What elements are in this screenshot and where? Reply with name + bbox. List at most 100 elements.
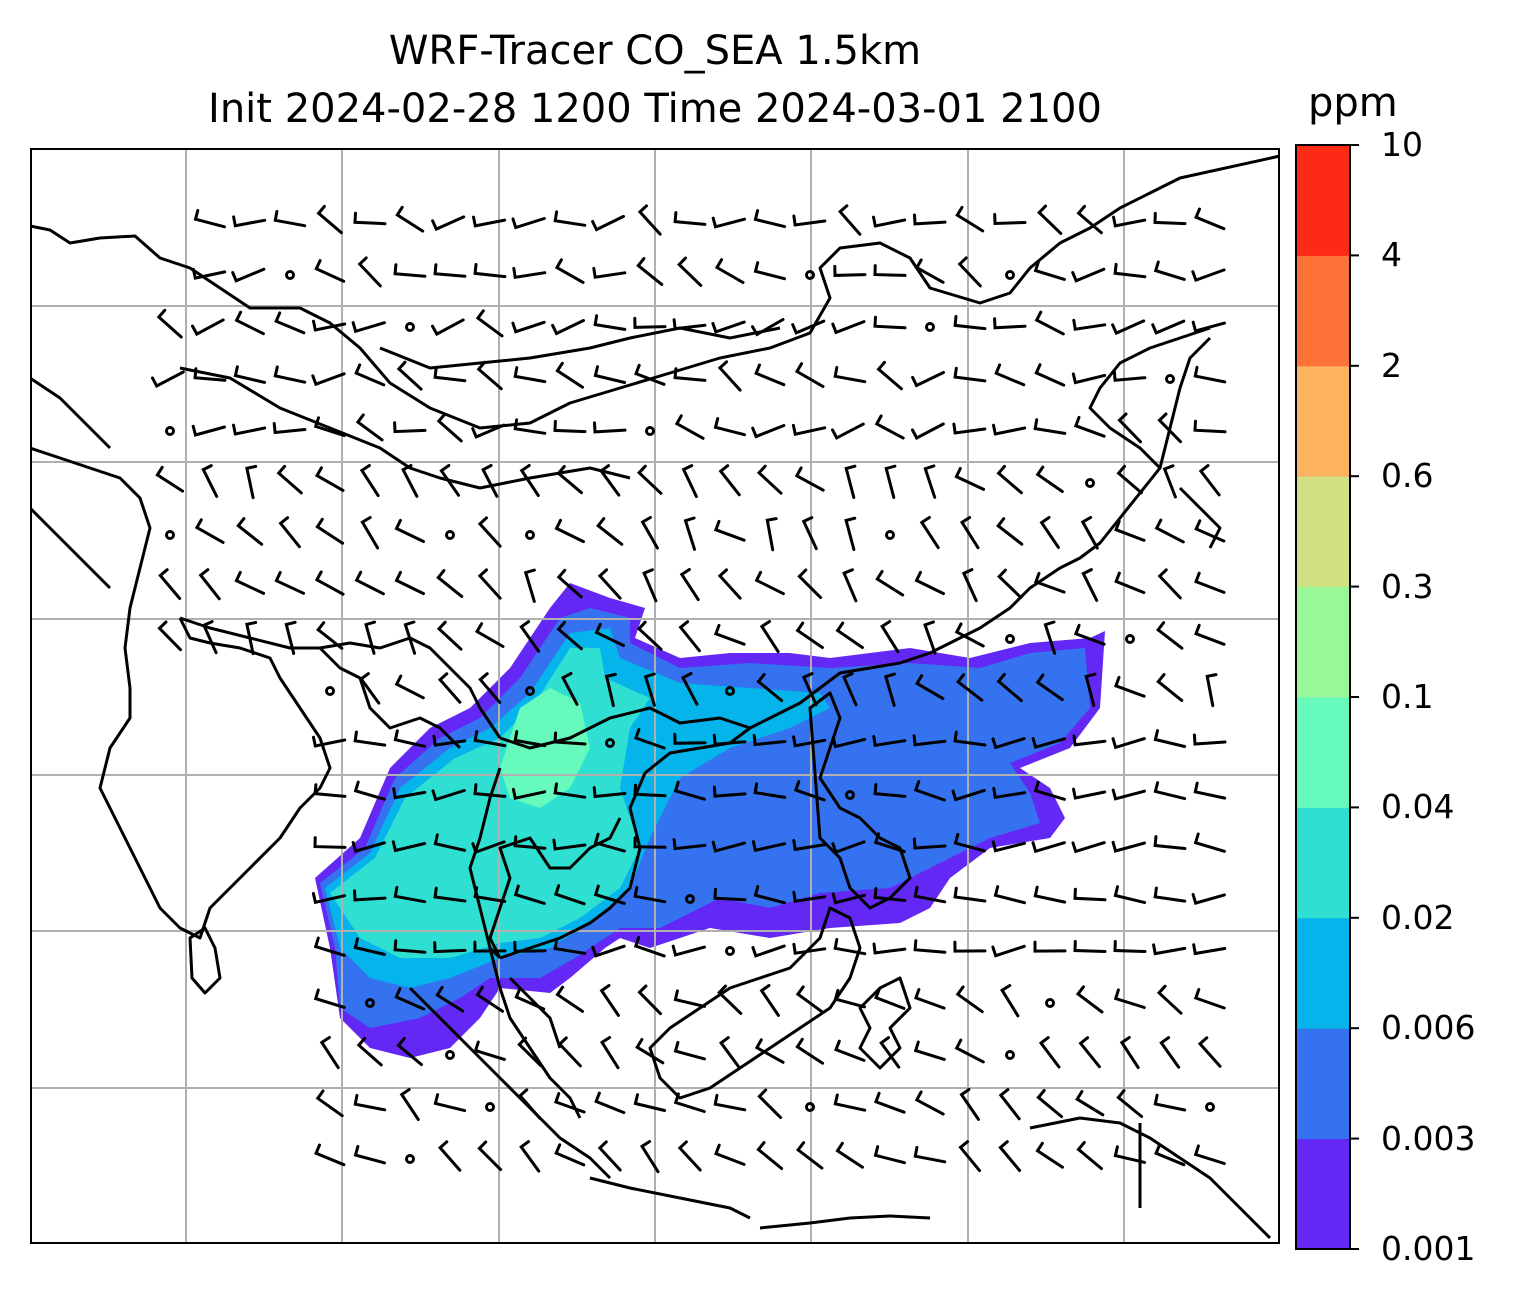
- wind-barb: [351, 321, 386, 334]
- wind-barb: [765, 517, 778, 552]
- wind-barb: [319, 1036, 340, 1070]
- wind-barb: [592, 786, 627, 799]
- wind-barb: [354, 570, 385, 596]
- wind-barb: [1112, 369, 1147, 382]
- wind-barb: [872, 735, 907, 748]
- wind-barb: [993, 317, 1027, 330]
- wind-barb: [1037, 204, 1063, 235]
- wind-barb: [1036, 1089, 1064, 1119]
- wind-barb: [473, 1040, 506, 1061]
- wind-barb: [393, 885, 427, 904]
- wind-barb: [712, 785, 747, 798]
- calm-wind-marker: [1005, 1050, 1015, 1060]
- wind-barb: [1031, 737, 1066, 750]
- wind-barb: [913, 1040, 946, 1061]
- wind-barb: [912, 837, 947, 850]
- wind-barb: [1072, 318, 1107, 331]
- wind-barb: [473, 263, 507, 279]
- wind-barb: [711, 320, 746, 334]
- wind-barb: [1153, 835, 1187, 850]
- wind-barb: [1072, 734, 1107, 747]
- wind-barb: [393, 421, 427, 434]
- wind-barb: [759, 620, 780, 654]
- coastline-china-east: [749, 326, 1211, 730]
- wind-barb: [831, 320, 866, 335]
- wind-barb: [1153, 886, 1187, 903]
- wind-barb: [756, 673, 784, 702]
- wind-barb: [284, 620, 297, 655]
- wind-barb: [633, 886, 667, 904]
- wind-barb: [394, 518, 425, 543]
- wind-barb: [954, 1038, 985, 1064]
- colorbar-tick-label: 0.003: [1381, 1118, 1476, 1158]
- wind-barb: [431, 215, 466, 232]
- wind-barb: [1193, 781, 1227, 800]
- wind-barb: [553, 782, 587, 799]
- wind-barb: [553, 210, 587, 227]
- wind-barb: [876, 360, 903, 391]
- coastline-java: [589, 1176, 931, 1230]
- wind-barb: [315, 517, 345, 545]
- wind-barb: [433, 366, 467, 383]
- wind-barb: [555, 361, 585, 389]
- wind-barb: [193, 209, 226, 229]
- wind-barb: [997, 568, 1023, 599]
- calm-wind-marker: [1045, 998, 1055, 1008]
- wind-barb: [713, 417, 746, 437]
- wind-barb: [874, 987, 906, 1010]
- wind-barb: [313, 988, 346, 1009]
- wind-barb: [955, 985, 984, 1014]
- wind-barb: [1033, 940, 1067, 953]
- wind-barb: [791, 319, 826, 335]
- wind-barb: [1113, 988, 1146, 1009]
- wind-barb: [1154, 518, 1185, 544]
- wind-barb: [883, 672, 896, 707]
- wind-barb: [201, 464, 219, 498]
- wind-barb: [953, 940, 987, 953]
- wind-barb: [677, 256, 703, 287]
- wind-barb: [955, 673, 984, 702]
- wind-barb: [276, 464, 303, 495]
- wind-barb: [831, 892, 866, 905]
- wind-barb: [432, 734, 467, 747]
- wind-barb: [671, 944, 706, 957]
- wind-barb: [396, 360, 423, 391]
- wind-barb: [712, 733, 747, 746]
- wind-barb: [1191, 320, 1226, 333]
- wind-barb: [313, 783, 347, 798]
- wind-barb: [913, 213, 947, 226]
- wind-barb: [517, 1088, 542, 1120]
- wind-barb: [433, 833, 467, 852]
- wind-barb: [795, 1037, 825, 1065]
- wind-barb: [959, 1088, 980, 1121]
- colorbar-tick-label: 2: [1381, 345, 1402, 385]
- colorbar-tick-label: 4: [1381, 235, 1402, 275]
- calm-wind-marker: [485, 1102, 495, 1112]
- wind-barb: [1033, 885, 1067, 904]
- wind-barb: [597, 568, 622, 600]
- wind-barb: [481, 464, 499, 498]
- calm-wind-marker: [1005, 634, 1015, 644]
- wind-barb: [992, 786, 1027, 800]
- wind-barb: [396, 1037, 423, 1067]
- wind-barb: [831, 840, 866, 855]
- wind-barb: [633, 836, 667, 849]
- coastline-sumatra: [408, 986, 612, 1180]
- wind-barb: [1043, 620, 1057, 655]
- calm-wind-marker: [165, 530, 175, 540]
- wind-barb: [1153, 781, 1187, 801]
- wind-barb: [842, 568, 858, 603]
- wind-barb: [753, 261, 786, 281]
- wind-barb: [1151, 319, 1186, 335]
- calm-wind-marker: [285, 270, 295, 280]
- wind-barb: [844, 464, 857, 499]
- wind-barb: [311, 892, 347, 905]
- wind-barb: [194, 518, 225, 544]
- wind-barb: [1076, 1141, 1103, 1171]
- wind-barb: [831, 422, 865, 440]
- wind-barb: [792, 214, 827, 227]
- wind-barb: [155, 465, 185, 493]
- calm-wind-marker: [925, 322, 935, 332]
- wind-barb: [393, 729, 427, 748]
- wind-barb: [394, 987, 426, 1011]
